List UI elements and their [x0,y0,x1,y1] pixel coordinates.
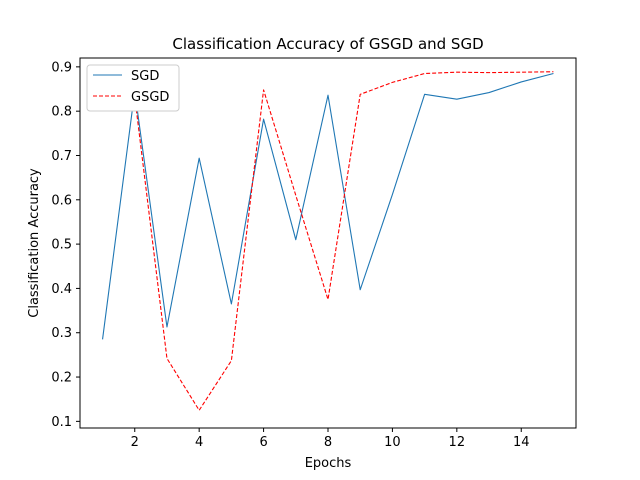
x-tick-label: 10 [384,435,401,450]
series-layer [102,70,554,411]
y-tick-label: 0.7 [51,149,72,164]
y-tick-label: 0.5 [51,238,72,253]
x-tick-label: 2 [131,435,139,450]
legend-label-sgd: SGD [131,69,159,84]
series-line-gsgd [102,70,554,411]
y-tick-label: 0.1 [51,415,72,430]
x-tick-label: 6 [259,435,267,450]
plot-area [79,57,577,429]
y-tick-label: 0.3 [51,326,72,341]
y-tick-label: 0.8 [51,105,72,120]
x-axis: 2 4 6 8 10 12 14 [131,428,530,450]
x-tick-label: 12 [449,435,466,450]
chart-title: Classification Accuracy of GSGD and SGD [172,35,483,53]
x-tick-label: 4 [195,435,203,450]
y-axis-label: Classification Accuracy [27,168,42,318]
y-axis: 0.1 0.2 0.3 0.4 0.5 0.6 0.7 0.8 0.9 [51,60,80,430]
y-tick-label: 0.2 [51,371,72,386]
x-tick-label: 14 [513,435,530,450]
x-axis-label: Epochs [305,456,352,471]
x-tick-label: 8 [324,435,332,450]
legend-box [86,64,180,112]
series-line-sgd [102,72,554,340]
legend-label-gsgd: GSGD [131,90,169,105]
y-tick-label: 0.9 [51,60,72,75]
y-tick-label: 0.4 [51,282,72,297]
legend: SGD GSGD [86,64,180,112]
plot-frame [79,57,577,429]
y-tick-label: 0.6 [51,193,72,208]
